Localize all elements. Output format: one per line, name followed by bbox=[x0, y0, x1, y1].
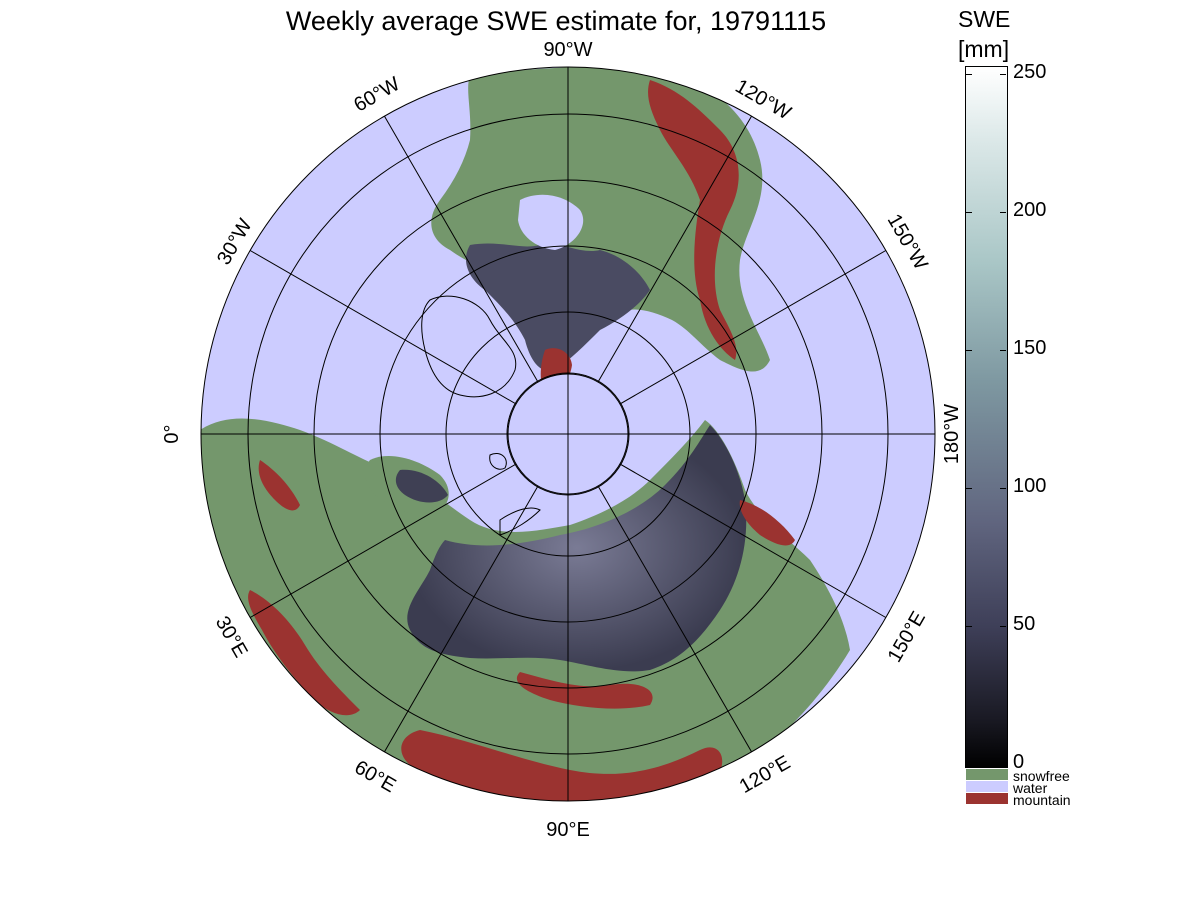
novaya-zemlya bbox=[499, 507, 541, 536]
lon-label-right: 180°W bbox=[941, 404, 963, 464]
colorbar bbox=[965, 66, 1008, 768]
map-title: Weekly average SWE estimate for, 1979111… bbox=[285, 6, 827, 36]
legend-swatch-mountain bbox=[966, 793, 1008, 804]
lon-label-top: 90°W bbox=[543, 39, 592, 61]
colorbar-tick-200: 200 bbox=[1013, 199, 1047, 221]
mountain-himalaya bbox=[516, 672, 653, 709]
scandinavia-snow bbox=[395, 469, 448, 503]
mountain-europe bbox=[248, 590, 360, 716]
legend-label-mountain: mountain bbox=[1013, 792, 1071, 808]
greenland bbox=[421, 295, 517, 398]
mountain-siberia-east bbox=[739, 500, 795, 546]
colorbar-tick-250: 250 bbox=[1013, 61, 1047, 83]
lon-label-sse: 120°E bbox=[736, 752, 794, 798]
asia-snow bbox=[407, 425, 747, 672]
colorbar-tick-0: 0 bbox=[1013, 751, 1025, 773]
north-america-snow bbox=[465, 243, 650, 371]
legend-label-water: water bbox=[1013, 780, 1048, 796]
colorbar-title-line2: [mm] bbox=[958, 36, 1010, 62]
colorbar-tick-100: 100 bbox=[1013, 475, 1047, 497]
lon-label-sw: 30°E bbox=[211, 613, 252, 662]
colorbar-title: SWE [mm] bbox=[958, 4, 1010, 64]
legend-label-snowfree: snowfree bbox=[1013, 768, 1070, 784]
colorbar-tick-150: 150 bbox=[1013, 337, 1047, 359]
legend-swatch-water bbox=[966, 781, 1008, 792]
lon-label-bottom: 90°E bbox=[546, 819, 590, 841]
colorbar-tick-50: 50 bbox=[1013, 613, 1036, 635]
mountain-central-asia bbox=[401, 730, 723, 801]
colorbar-title-line1: SWE bbox=[958, 6, 1011, 32]
legend-swatch-snowfree bbox=[966, 769, 1008, 780]
svalbard bbox=[489, 453, 507, 470]
lon-label-left: 0° bbox=[161, 424, 183, 443]
hudson-bay bbox=[518, 194, 584, 250]
lon-label-ssw: 60°E bbox=[351, 756, 400, 797]
mountain-iberia bbox=[258, 460, 300, 511]
lon-label-se: 150°E bbox=[884, 608, 930, 666]
